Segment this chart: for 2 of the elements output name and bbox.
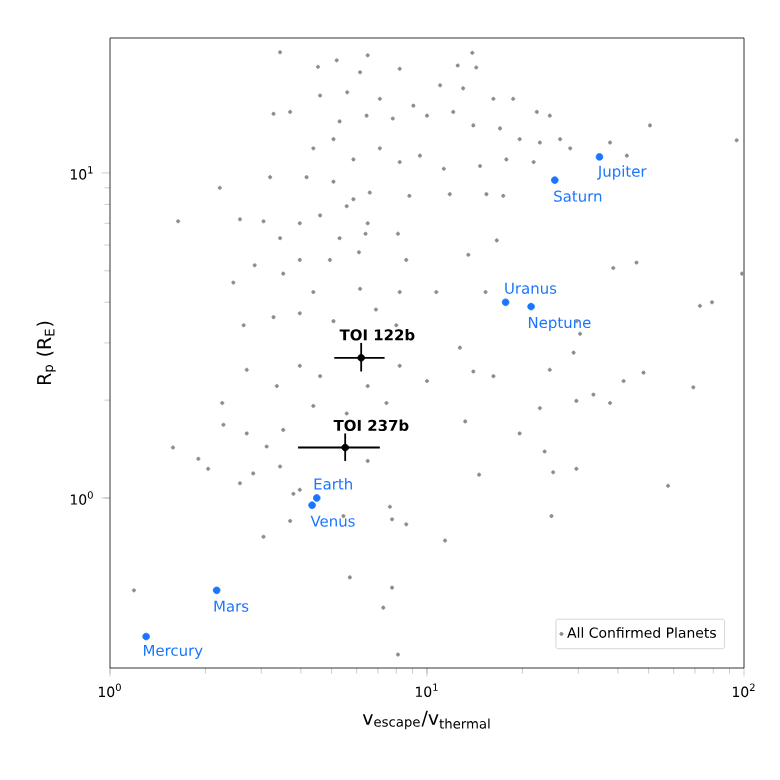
y-axis-title: R$_{p}$ (R$_{E}$) [36,321,56,385]
x-axis-title: v$_{escape}$/v$_{thermal}$ [362,710,490,730]
